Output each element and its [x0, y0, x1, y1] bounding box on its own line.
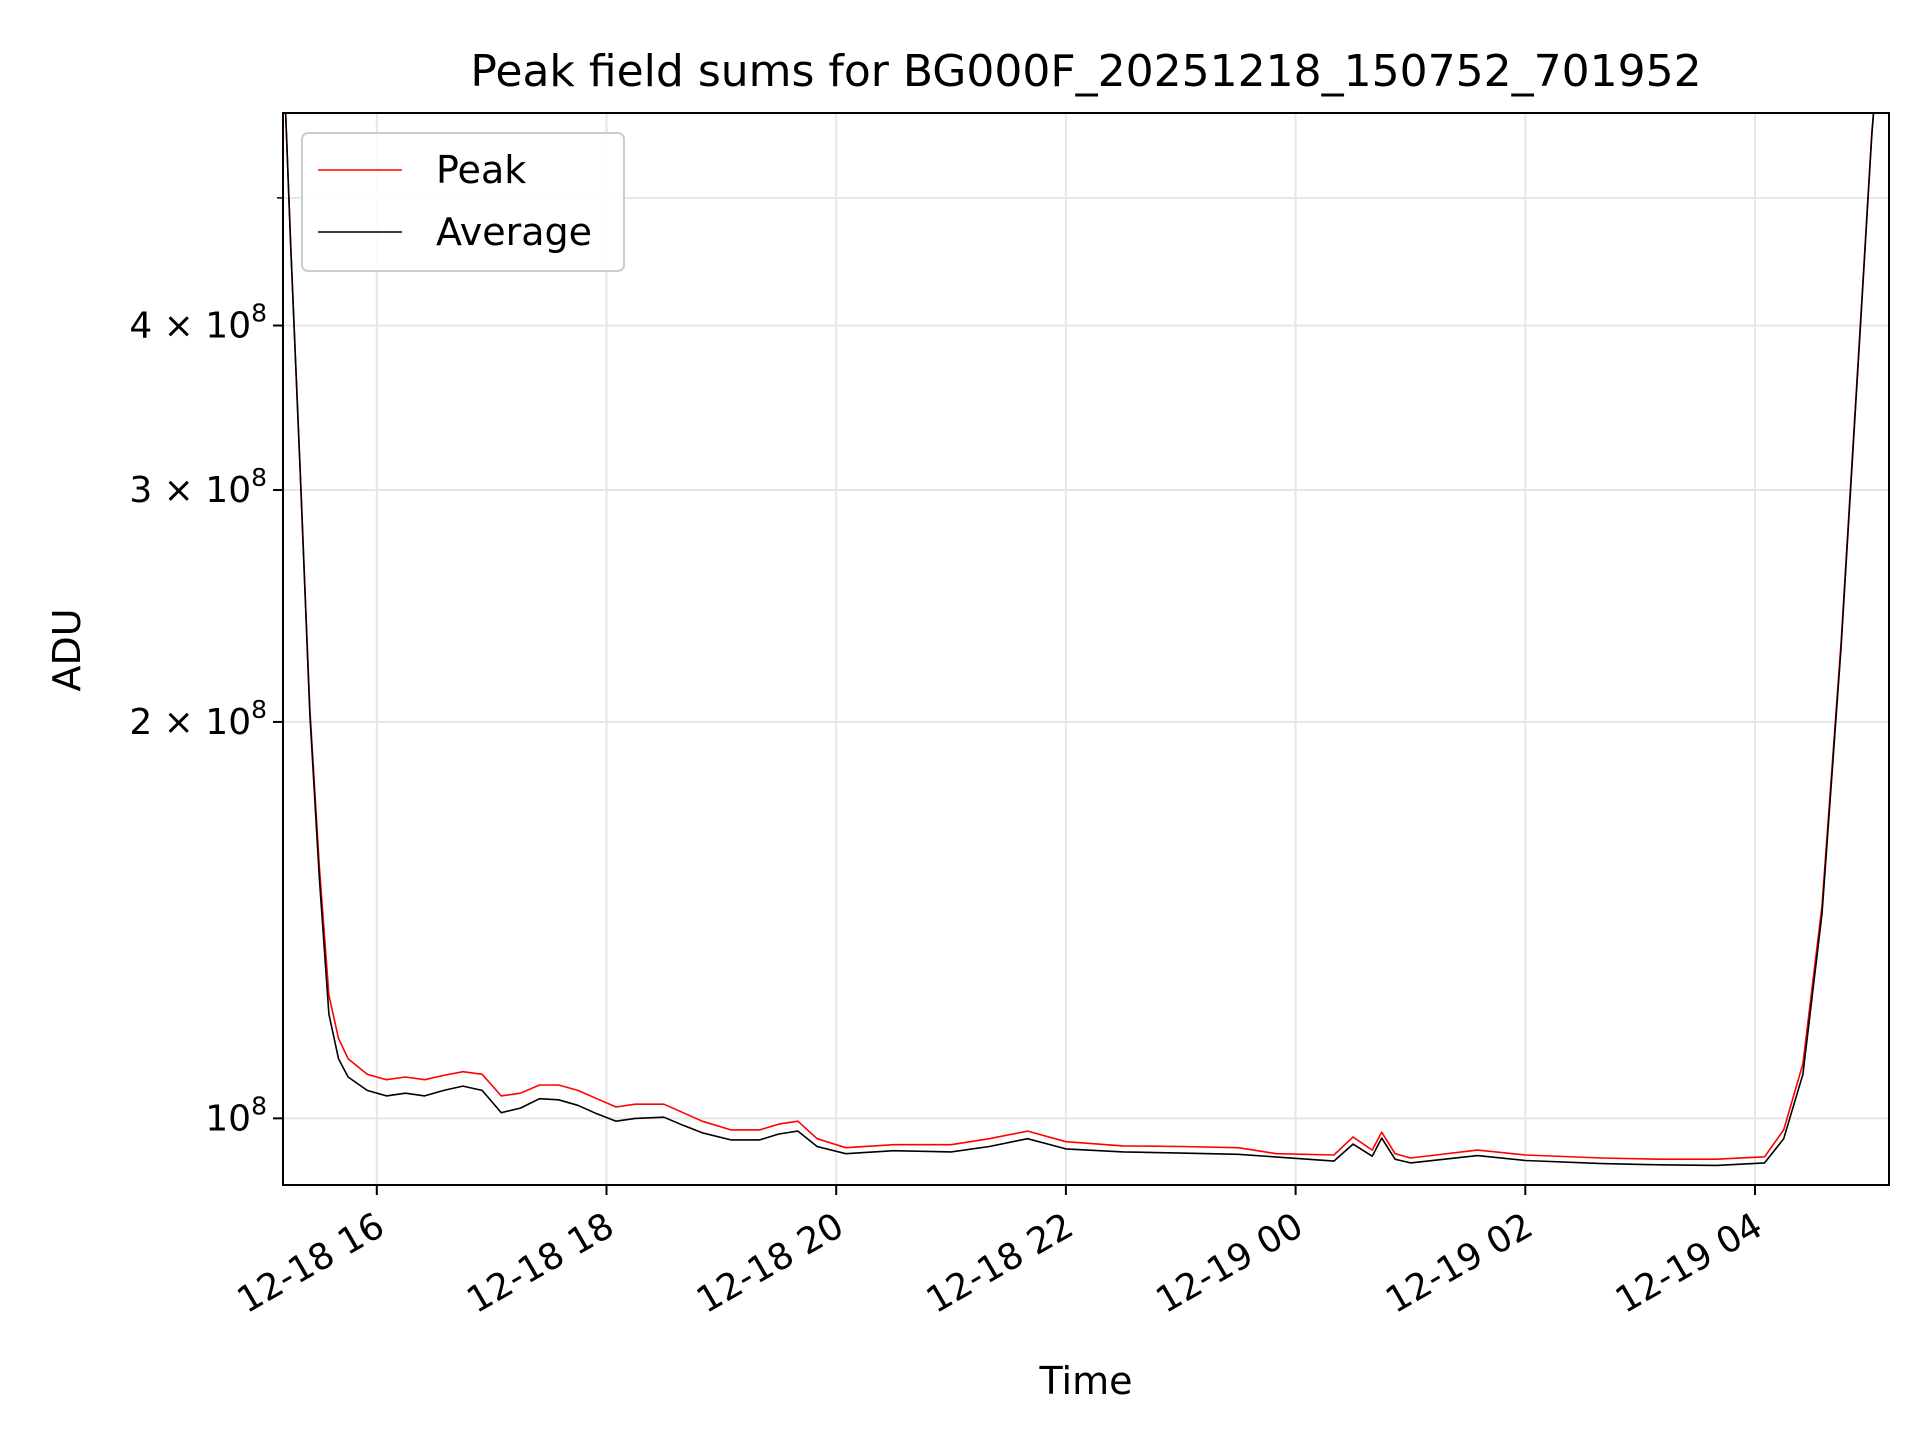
plot-frame	[282, 112, 1890, 1186]
y-tick-label: 4 × 108	[129, 299, 267, 347]
legend-box	[301, 132, 625, 272]
y-tick-label: 2 × 108	[129, 695, 267, 743]
y-tick-label: 108	[205, 1091, 267, 1139]
series-line-peak	[284, 113, 1875, 1160]
y-axis-label: ADU	[45, 608, 89, 691]
y-axis-ticks: 108 2 × 108 3 × 108 4 × 108	[129, 197, 283, 1139]
x-axis-label: Time	[1039, 1359, 1133, 1403]
series-layer	[284, 113, 1875, 1167]
legend-label-average: Average	[436, 210, 592, 254]
series-line-average	[284, 113, 1875, 1167]
chart-title: Peak field sums for BG000F_20251218_1507…	[470, 46, 1701, 97]
legend-label-peak: Peak	[436, 148, 526, 192]
y-tick-label: 3 × 108	[129, 463, 267, 511]
legend: Peak Average	[301, 132, 625, 272]
